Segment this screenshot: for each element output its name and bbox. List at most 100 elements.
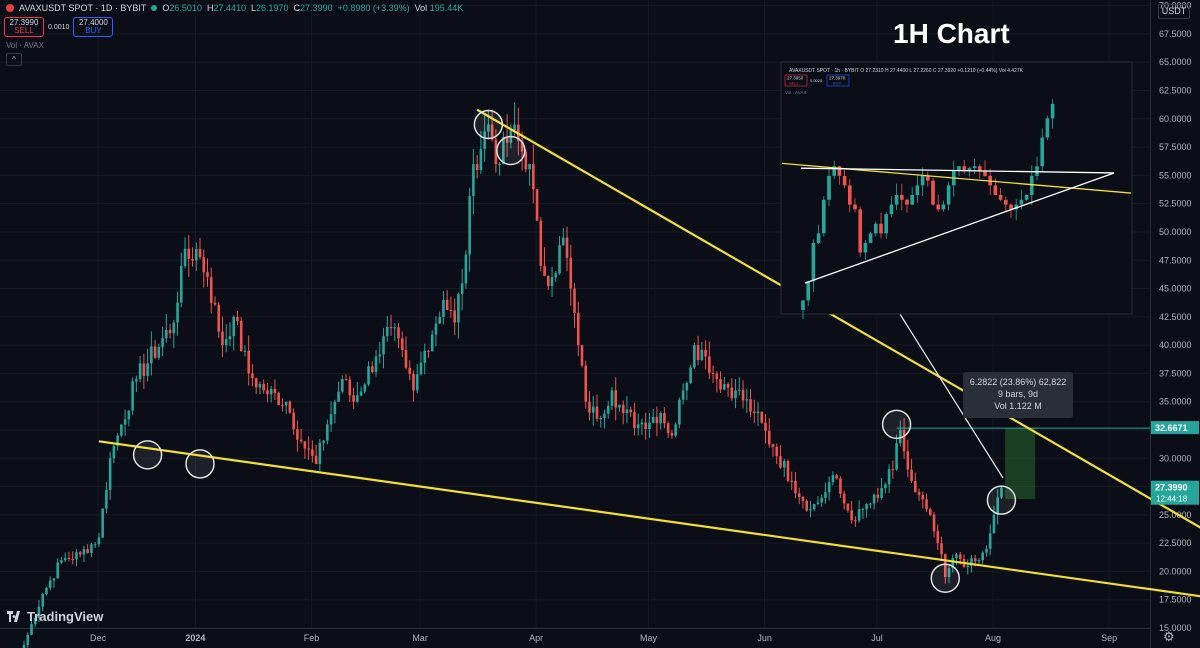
candle-body xyxy=(947,567,951,578)
candle-body xyxy=(363,384,367,392)
candle-body xyxy=(565,237,569,258)
candle-body xyxy=(101,508,104,538)
touch-circle xyxy=(473,109,504,140)
candle-body xyxy=(760,411,764,423)
candle-body xyxy=(973,558,977,562)
candle-body xyxy=(296,429,299,440)
tradingview-logo[interactable]: TradingView xyxy=(7,609,103,624)
buy-button[interactable]: 27.4000 BUY xyxy=(73,17,114,37)
candle-body xyxy=(884,484,887,489)
candle-body xyxy=(614,390,618,408)
candle-body xyxy=(311,449,314,456)
candle-body xyxy=(442,299,445,317)
inset-candle-body xyxy=(863,242,868,253)
candle-body xyxy=(569,257,573,289)
inset-candle-body xyxy=(993,185,998,195)
candle-body xyxy=(479,148,483,171)
x-tick-label: Dec xyxy=(90,633,107,643)
candle-body xyxy=(936,531,940,544)
candle-body xyxy=(767,430,771,445)
close-value: 27.3990 xyxy=(300,3,333,13)
x-tick-label: 2024 xyxy=(185,633,205,643)
candle-body xyxy=(475,164,479,171)
candle-body xyxy=(700,349,704,361)
touch-circle xyxy=(132,440,163,470)
inset-candle-body xyxy=(931,180,935,205)
volume-legend[interactable]: Vol · AVAX xyxy=(6,41,44,50)
inset-candle-body xyxy=(1045,118,1050,138)
candle-body xyxy=(449,310,453,312)
candle-body xyxy=(505,136,509,143)
candle-body xyxy=(550,277,554,286)
candle-body xyxy=(239,321,243,352)
inset-candle-body xyxy=(1014,204,1018,210)
inset-candle-body xyxy=(868,233,873,243)
candle-body xyxy=(981,552,985,561)
annotation-title: 1H Chart xyxy=(893,18,1010,49)
candle-body xyxy=(857,509,861,521)
inset-candle-body xyxy=(1050,103,1055,119)
measure-range-box xyxy=(1005,428,1036,500)
candle-body xyxy=(708,356,711,373)
candle-body xyxy=(719,379,722,390)
candle-body xyxy=(816,502,820,504)
inset-candle-body xyxy=(1009,204,1013,210)
candle-body xyxy=(914,480,917,493)
candle-body xyxy=(977,560,981,562)
candle-body xyxy=(606,405,610,414)
candle-body xyxy=(925,499,928,510)
candle-body xyxy=(374,356,378,372)
touch-circle xyxy=(986,485,1017,515)
settings-gear-icon[interactable]: ⚙ xyxy=(1163,629,1175,644)
candle-body xyxy=(453,310,456,323)
candle-body xyxy=(640,422,644,425)
chart-legend: AVAXUSDT SPOT · 1D · BYBIT O26.5010 H27.… xyxy=(6,3,463,13)
candle-body xyxy=(591,406,595,413)
x-tick-label: Jul xyxy=(871,633,883,643)
candle-body xyxy=(404,349,408,368)
candle-body xyxy=(528,164,531,170)
vol-value: 195.44K xyxy=(429,3,464,13)
inset-candle-body xyxy=(806,281,810,301)
candle-body xyxy=(985,548,988,553)
candle-body xyxy=(191,258,194,261)
inset-candle-body xyxy=(816,233,821,243)
inset-candle-body xyxy=(894,195,899,205)
x-tick-label: Feb xyxy=(304,633,320,643)
candle-body xyxy=(693,345,696,368)
candle-body xyxy=(782,461,786,468)
candle-body xyxy=(955,554,958,559)
candle-body xyxy=(599,417,603,419)
candle-body xyxy=(809,509,812,511)
candle-body xyxy=(745,399,749,401)
candle-body xyxy=(48,580,52,588)
candle-body xyxy=(674,424,677,436)
candle-body xyxy=(348,379,352,396)
price-label-timer: 12:44:18 xyxy=(1156,495,1188,504)
candle-body xyxy=(135,379,138,382)
sell-button[interactable]: 27.3990 SELL xyxy=(4,17,44,37)
candle-body xyxy=(741,389,745,401)
candle-body xyxy=(790,480,794,482)
candle-body xyxy=(150,346,153,364)
collapse-legend-button[interactable]: ^ xyxy=(6,53,22,66)
candle-body xyxy=(112,445,116,459)
y-tick-label: 60.0000 xyxy=(1159,114,1192,124)
currency-button[interactable]: USDT xyxy=(1158,4,1190,19)
candle-body xyxy=(902,429,906,452)
symbol-title[interactable]: AVAXUSDT SPOT · 1D · BYBIT xyxy=(19,3,147,13)
candle-body xyxy=(490,124,494,140)
candle-body xyxy=(382,336,385,355)
candle-body xyxy=(247,350,250,374)
change-value: +0.8980 (+3.39%) xyxy=(337,3,410,13)
candle-body xyxy=(846,503,850,511)
inset-candle-body xyxy=(967,168,972,172)
candle-body xyxy=(771,444,775,447)
candle-body xyxy=(221,331,224,346)
inset-candle-body xyxy=(822,199,826,234)
candle-body xyxy=(352,395,355,402)
low-value: 26.1970 xyxy=(256,3,289,13)
x-tick-label: Mar xyxy=(412,633,428,643)
candle-body xyxy=(307,448,310,450)
